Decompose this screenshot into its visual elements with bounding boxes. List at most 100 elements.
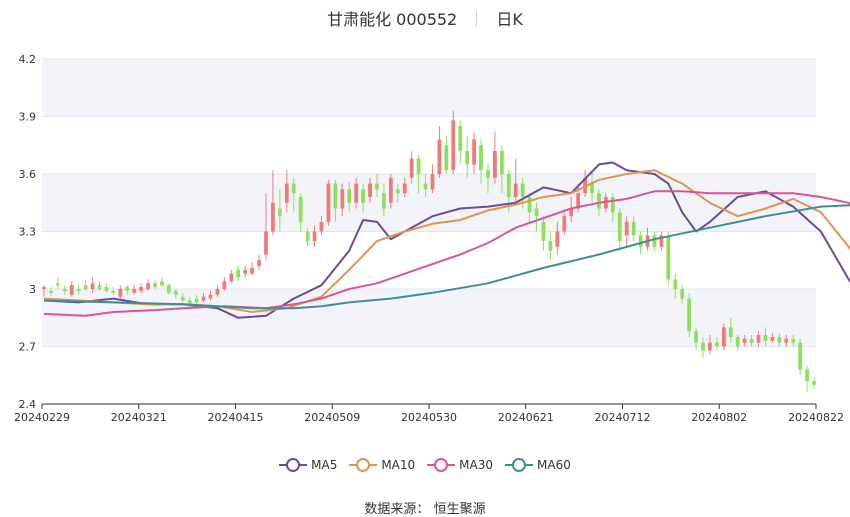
candle-body <box>382 193 386 209</box>
candle-body <box>160 281 164 286</box>
candle-body <box>319 221 324 232</box>
legend-item-ma10[interactable]: MA10 <box>349 458 415 472</box>
candle-body <box>42 287 46 289</box>
candle-body <box>83 285 88 289</box>
candle-body <box>298 197 303 222</box>
candle-body <box>395 189 400 194</box>
ma60-line <box>43 204 850 310</box>
candle-body <box>139 287 144 291</box>
candle-body <box>742 338 747 343</box>
candle-body <box>687 298 692 332</box>
candle-body <box>735 336 740 347</box>
y-tick-label: 3.3 <box>19 226 37 239</box>
candle-body <box>812 381 816 385</box>
legend-label: MA5 <box>311 458 338 472</box>
candle-body <box>430 174 435 190</box>
y-tick-label: 2.7 <box>19 341 37 354</box>
candle-body <box>409 158 414 178</box>
candle-body <box>326 183 331 222</box>
candle-body <box>721 327 726 347</box>
y-tick-label: 2.4 <box>19 398 37 411</box>
candle-body <box>146 283 150 289</box>
candle-body <box>215 289 220 295</box>
candle-body <box>132 289 137 293</box>
candle-body <box>708 342 712 351</box>
x-tick-label: 20240415 <box>208 411 264 424</box>
candle-body <box>284 183 289 203</box>
candle-body <box>264 231 268 255</box>
source-name: 恒生聚源 <box>433 502 486 517</box>
candle-body <box>749 338 754 343</box>
candle-body <box>187 300 192 305</box>
candle-body <box>416 158 421 174</box>
ma5-line <box>43 161 850 319</box>
candle-body <box>631 221 636 236</box>
candle-body <box>243 269 248 274</box>
candle-body <box>652 235 657 247</box>
legend-swatch <box>505 458 534 472</box>
candle-body <box>173 290 178 295</box>
grid-band <box>42 174 816 232</box>
candle-body <box>444 145 449 171</box>
candle-body <box>680 289 685 299</box>
source-label: 数据来源： <box>364 502 430 517</box>
candle-body <box>458 126 463 151</box>
candle-body <box>104 287 109 291</box>
x-tick-label: 20240321 <box>111 411 167 424</box>
candle-body <box>166 285 171 293</box>
candle-body <box>49 290 53 293</box>
candle-body <box>534 208 539 217</box>
candle-body <box>541 221 546 242</box>
candle-body <box>520 183 525 197</box>
chart-title: 甘肃能化 000552 <box>327 10 458 29</box>
candle-body <box>180 296 185 301</box>
legend-label: MA60 <box>537 458 571 472</box>
x-tick-label: 20240802 <box>691 411 747 424</box>
candle-body <box>201 296 206 301</box>
legend-swatch <box>427 458 456 472</box>
title-separator <box>476 11 478 27</box>
candle-body <box>312 231 317 242</box>
x-tick-label: 20240712 <box>595 411 651 424</box>
candle-body <box>666 235 671 280</box>
candle-body <box>111 290 116 293</box>
candle-body <box>277 208 282 217</box>
candle-body <box>465 151 470 165</box>
candle-body <box>624 221 629 236</box>
candle-body <box>76 289 81 291</box>
candle-body <box>305 231 310 242</box>
candle-body <box>701 342 705 351</box>
candle-body <box>347 189 352 203</box>
candle-body <box>55 283 60 286</box>
candle-body <box>153 283 157 288</box>
chart-period: 日K <box>496 10 523 29</box>
legend-swatch <box>279 458 308 472</box>
x-tick-label: 20240822 <box>788 411 844 424</box>
legend-item-ma60[interactable]: MA60 <box>505 458 571 472</box>
y-tick-label: 3.9 <box>19 111 37 124</box>
y-tick-label: 3.6 <box>19 168 37 181</box>
candle-body <box>576 193 581 209</box>
grid-band <box>42 289 816 347</box>
candle-body <box>555 231 560 247</box>
legend-item-ma30[interactable]: MA30 <box>427 458 493 472</box>
y-tick-label: 4.2 <box>19 53 37 66</box>
candle-body <box>472 139 476 165</box>
candle-body <box>437 139 442 174</box>
legend-swatch <box>349 458 378 472</box>
candle-body <box>250 267 255 274</box>
candle-body <box>451 120 456 171</box>
candle-body <box>527 197 532 213</box>
candle-body <box>97 285 102 289</box>
legend-item-ma5[interactable]: MA5 <box>279 458 337 472</box>
data-source: 数据来源： 恒生聚源 <box>0 498 850 517</box>
candle-body <box>194 298 199 303</box>
legend-label: MA30 <box>459 458 494 472</box>
candle-body <box>610 197 615 213</box>
candle-body <box>728 327 733 337</box>
candle-body <box>784 338 789 343</box>
candle-body <box>791 338 796 343</box>
ma10-line <box>43 169 850 313</box>
grid-band <box>42 59 816 117</box>
candle-body <box>638 235 643 247</box>
